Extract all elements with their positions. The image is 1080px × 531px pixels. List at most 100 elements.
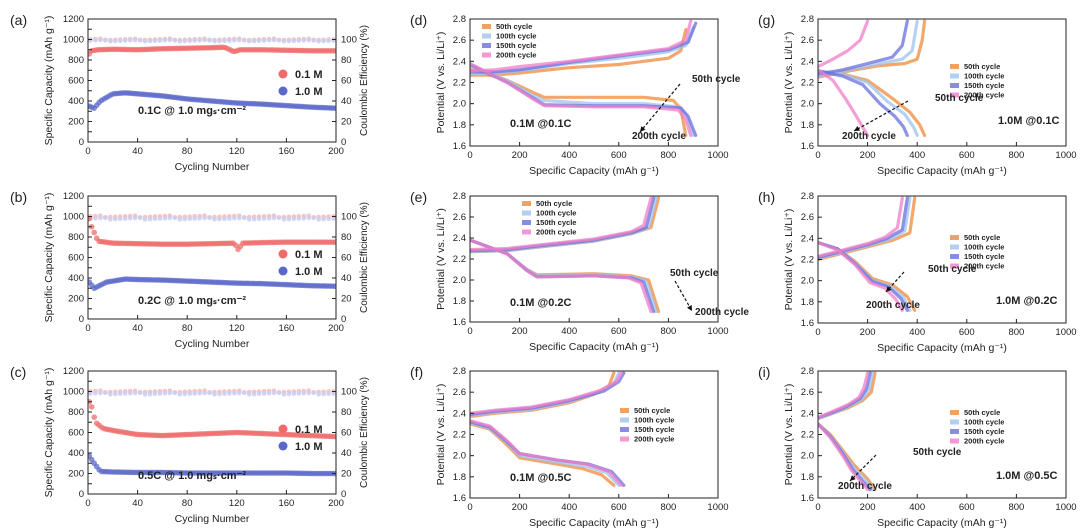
x-tick-label: 120 [229, 146, 245, 157]
ce-point [147, 38, 153, 44]
ce-point [286, 216, 292, 222]
x-tick-label: 160 [278, 498, 294, 509]
x-tick-label: 600 [611, 150, 627, 161]
y-tick-label: 1000 [63, 212, 84, 223]
y-tick-label: 800 [68, 407, 84, 418]
y-tick-label: 2.8 [801, 191, 814, 202]
ce-point [281, 392, 287, 397]
condition-annotation: 1.0M @0.1C [998, 115, 1060, 127]
legend-label: 1.0 M [295, 86, 323, 98]
y2-tick-label: 100 [341, 387, 357, 398]
plot-frame [469, 370, 719, 499]
curve-charge [818, 371, 870, 420]
y2-tick-label: 100 [341, 35, 357, 46]
y2-tick-label: 40 [341, 448, 352, 459]
ce-point [316, 392, 321, 397]
y-tick-label: 2.4 [801, 56, 814, 67]
y-tick-label: 2.2 [801, 255, 814, 266]
ce-point [271, 37, 277, 43]
legend-swatch [482, 43, 491, 48]
x-tick-label: 40 [132, 498, 143, 509]
y2-tick-label: 0 [341, 137, 346, 148]
ce-point [261, 391, 267, 396]
legend-label: 150th cycle [964, 252, 1004, 261]
legend-label: 150th cycle [964, 427, 1004, 436]
ce-point [103, 37, 108, 43]
y-tick-label: 600 [68, 76, 84, 87]
legend-swatch [522, 220, 531, 225]
ce-point [197, 215, 202, 221]
legend-swatch [522, 201, 531, 206]
legend-swatch [950, 92, 959, 98]
x-tick-label: 200 [860, 502, 876, 513]
legend-label: 100th cycle [496, 32, 536, 41]
legend-label: 50th cycle [536, 199, 572, 208]
legend-marker [278, 441, 288, 451]
ce-point [182, 38, 188, 44]
ce-point [112, 216, 118, 222]
x-tick-label: 1000 [707, 326, 728, 337]
cycle-arrow-head [854, 126, 860, 131]
capacity-point [91, 414, 97, 420]
x-tick-label: 200 [860, 150, 876, 161]
ce-point [227, 38, 232, 43]
panel-e: (e) 0 200 400 600 800 1000 1.6 1.8 2.0 2.2 2.4 2.6 2.… [410, 189, 749, 353]
x-tick-label: 1000 [1055, 150, 1076, 161]
y2-tick-label: 40 [341, 273, 352, 284]
panel-label: (d) [410, 12, 427, 28]
y-tick-label: 1.6 [801, 141, 814, 152]
legend-label: 50th cycle [964, 62, 1000, 71]
legend-label: 100th cycle [536, 209, 576, 218]
x-tick-label: 800 [660, 502, 676, 513]
ce-point [132, 37, 138, 43]
ce-point [251, 38, 257, 44]
y-tick-label: 800 [68, 55, 84, 66]
curve-discharge [470, 238, 653, 314]
curve-discharge [818, 68, 870, 137]
x-tick-label: 0 [85, 146, 90, 157]
y-tick-label: 2.8 [453, 14, 466, 25]
legend-label: 1.0 M [295, 266, 323, 278]
panel-c: (c)0 40 80 120 160 20002004006008001000120002… [10, 364, 370, 525]
x-tick-label: 1000 [707, 502, 728, 513]
ce-point [276, 215, 282, 221]
ce-point [207, 37, 212, 43]
ce-point [93, 37, 98, 43]
arrow-start-label: 50th cycle [692, 74, 741, 85]
y2-axis-label: Coulombic Efficiency (%) [359, 202, 370, 313]
legend-label: 200th cycle [964, 262, 1004, 271]
ce-point [142, 38, 148, 44]
ce-point [286, 391, 292, 397]
plot-layer [470, 371, 626, 487]
ce-point [152, 391, 158, 397]
cycle-arrow [674, 280, 693, 312]
legend-swatch [482, 52, 491, 58]
y-axis-label: Potential (V vs. Li/Li⁺) [435, 208, 447, 310]
plot-layer [818, 371, 877, 492]
ce-point [108, 392, 113, 397]
y-tick-label: 400 [68, 448, 84, 459]
legend-marker [278, 86, 288, 96]
ce-point [227, 216, 232, 221]
ce-point [122, 38, 128, 43]
ce-point [197, 37, 202, 43]
ce-point [147, 391, 153, 397]
ce-point [241, 37, 247, 43]
y2-tick-label: 20 [341, 294, 352, 305]
ce-point [222, 391, 227, 397]
y-tick-label: 2.0 [453, 275, 466, 286]
ce-point [241, 390, 247, 396]
legend-label: 100th cycle [634, 416, 674, 425]
y-tick-label: 2.8 [801, 14, 814, 25]
cycle-arrow-head [640, 126, 646, 132]
y2-tick-label: 60 [341, 253, 352, 264]
ce-point [222, 216, 227, 222]
y-tick-label: 0 [79, 314, 84, 325]
legend-swatch [620, 436, 629, 442]
ce-point [306, 37, 312, 43]
x-tick-label: 0 [467, 150, 472, 161]
x-tick-label: 800 [1008, 502, 1024, 513]
curve-discharge [818, 69, 919, 137]
plot-layer [88, 388, 336, 477]
